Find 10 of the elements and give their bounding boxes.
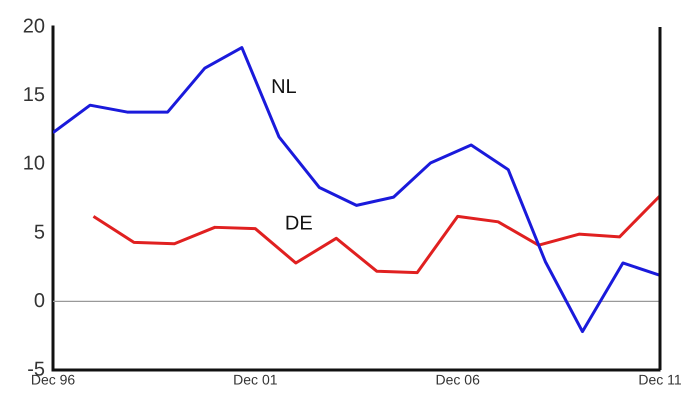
y-tick-label: 15 <box>22 84 45 106</box>
y-tick-label: 0 <box>34 290 45 312</box>
y-tick-label: 5 <box>34 221 45 244</box>
y-tick-label: 10 <box>22 152 45 175</box>
series-label: DE <box>284 212 313 234</box>
x-tick-label: Dec 06 <box>435 371 480 388</box>
x-tick-label: Dec 11 <box>638 371 682 388</box>
x-tick-label: Dec 01 <box>233 371 278 388</box>
series-label: NL <box>271 76 297 98</box>
y-tick-label: 20 <box>22 16 45 38</box>
